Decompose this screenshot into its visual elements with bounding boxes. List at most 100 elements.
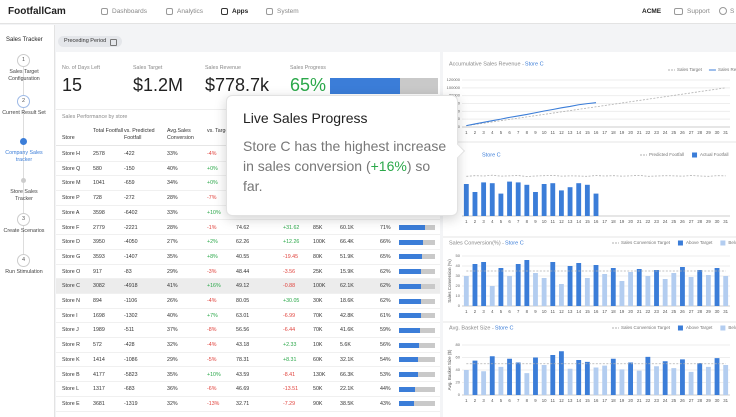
table-cell: 3082	[93, 283, 105, 290]
bar	[584, 278, 590, 306]
step-label[interactable]: Company Sales tracker	[5, 150, 43, 163]
support[interactable]: Support	[687, 8, 710, 15]
step-label[interactable]: Create Scenarios	[3, 228, 45, 234]
bar	[576, 183, 582, 216]
table-cell: -4%	[207, 342, 217, 349]
nav-item[interactable]: Apps	[232, 8, 249, 15]
table-cell: 1317	[93, 386, 105, 393]
bar	[654, 270, 659, 306]
table-row[interactable]: Store K 1414 -1086 29% -5% 78.31 +8.31 60K 32.1K…	[56, 353, 440, 368]
step-label[interactable]: Store Sales Tracker	[10, 189, 38, 202]
x-tick-label: 5	[500, 130, 503, 135]
bar	[472, 264, 478, 306]
x-tick-label: 3	[482, 309, 485, 314]
table-cell: Store N	[62, 298, 80, 304]
step-marker[interactable]: 1	[17, 54, 30, 67]
bar	[524, 260, 530, 306]
legend-swatch	[677, 325, 683, 331]
progress-bar	[399, 386, 415, 392]
bar	[619, 369, 625, 395]
table-cell: -1106	[124, 298, 138, 304]
table-cell: 62%	[380, 283, 391, 290]
nav-icon	[221, 8, 228, 15]
filter-chip[interactable]: Preceding Period	[58, 36, 123, 47]
step-label[interactable]: Run Stimulation	[5, 269, 43, 275]
legend-label: Below Target	[728, 325, 736, 330]
step-label[interactable]: Current Result Set	[2, 110, 46, 116]
table-cell: -1319	[124, 400, 138, 407]
x-tick-label: 28	[697, 309, 702, 314]
table-cell: +16%	[207, 283, 221, 290]
nav-item[interactable]: Analytics	[177, 8, 204, 15]
table-cell: -2221	[124, 224, 138, 231]
table-row[interactable]: Store L 1317 -683 36% -6% 46.69 -13.51 50K 22.1K…	[56, 382, 440, 397]
step-marker[interactable]: 2	[17, 95, 30, 108]
bar	[498, 193, 504, 216]
table-cell: 728	[93, 195, 102, 202]
step-marker[interactable]: 3	[17, 213, 30, 226]
x-tick-label: 6	[508, 398, 511, 403]
bar	[550, 262, 556, 306]
table-row[interactable]: Store A 3598 -6402 33% +10%	[56, 206, 440, 221]
table-cell: -8.41	[283, 371, 296, 378]
step-marker[interactable]: 4	[17, 254, 30, 267]
account[interactable]: ACME	[642, 8, 662, 15]
table-cell: 29%	[167, 268, 178, 275]
x-tick-label: 14	[576, 309, 581, 314]
nav-item[interactable]: System	[277, 8, 299, 15]
x-tick-label: 19	[620, 219, 625, 224]
x-tick-label: 23	[654, 130, 659, 135]
table-cell: -7.29	[283, 400, 296, 407]
table-cell: -0.88	[283, 283, 296, 290]
table-row[interactable]: Store E 3681 -1319 32% -13% 32.71 -7.29 90K 38.5…	[56, 397, 440, 412]
table-row[interactable]: Store J 1989 -511 37% -8% 56.56 -6.44 70K 41.6K 5…	[56, 323, 440, 339]
table-cell: 66.3K	[340, 371, 354, 378]
table-cell: 3681	[93, 400, 105, 407]
table-row[interactable]: Store I 1698 -1302 40% +7% 63.01 -6.99 70K 42.8K…	[56, 309, 440, 324]
table-cell: Store M	[62, 180, 81, 187]
table-row[interactable]: Store B 4177 -5823 35% +10% 43.59 -8.41 130K 66.…	[56, 368, 440, 383]
x-tick-label: 3	[482, 398, 485, 403]
x-tick-label: 15	[585, 130, 590, 135]
table-cell: Store D	[62, 239, 80, 246]
kpi-value: $778.7k	[205, 75, 270, 95]
legend-label: Above Target	[686, 325, 713, 330]
table-row[interactable]: Store C 3082 -4918 41% +16% 49.12 -0.88 100K 62.…	[56, 279, 440, 294]
table-cell: Store G	[62, 253, 81, 260]
table-cell: 100K	[313, 283, 326, 290]
bar	[705, 275, 711, 306]
table-cell: 43.59	[236, 371, 250, 378]
table-row[interactable]: Store G 3593 -1407 35% +8% 40.55 -19.45 80K 51.9…	[56, 250, 440, 265]
chart-store: Store C	[505, 240, 524, 246]
x-tick-label: 29	[706, 398, 711, 403]
legend-swatch	[720, 325, 726, 331]
user[interactable]: S	[730, 8, 735, 15]
x-tick-label: 12	[559, 219, 564, 224]
x-tick-label: 5	[500, 219, 503, 224]
bar	[533, 273, 538, 306]
bar	[697, 270, 703, 306]
table-row[interactable]: Store O 917 -83 29% -3% 48.44 -3.56 25K 15.9K 62%	[56, 265, 440, 280]
table-row[interactable]: Store D 3950 -4050 27% +2% 62.26 +12.26 100K 66.…	[56, 235, 440, 250]
table-row[interactable]: Store F 2779 -2221 28% -1% 74.62 +31.62 85K 60.1…	[56, 221, 440, 236]
x-tick-label: 21	[637, 398, 642, 403]
table-cell: -5823	[124, 371, 138, 378]
table-cell: -8%	[207, 327, 217, 334]
table-cell: -6.99	[283, 312, 296, 319]
table-cell: -1086	[124, 356, 138, 363]
table-cell: 100K	[313, 239, 326, 246]
x-tick-label: 16	[594, 219, 599, 224]
nav-item[interactable]: Dashboards	[112, 8, 148, 15]
table-row[interactable]: Store R 572 -428 32% -4% 43.18 +2.33 10K 5.6K 56%	[56, 338, 440, 353]
table-cell: -428	[124, 342, 135, 349]
bar	[576, 360, 582, 395]
y-tick-label: 0	[458, 124, 461, 129]
x-tick-label: 16	[594, 130, 599, 135]
table-cell: 44%	[380, 386, 391, 393]
x-tick-label: 1	[465, 309, 468, 314]
progress-track	[399, 239, 435, 245]
step-dot	[20, 138, 27, 145]
step-label[interactable]: Sales Target Configuration	[8, 69, 40, 82]
table-row[interactable]: Store N 894 -1106 26% -4% 80.05 +30.05 30K 18.6K…	[56, 294, 440, 309]
x-tick-label: 1	[465, 130, 468, 135]
